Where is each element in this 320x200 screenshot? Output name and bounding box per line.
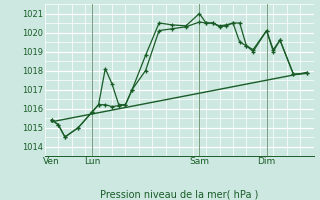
Text: Ven: Ven	[43, 157, 60, 166]
Text: Lun: Lun	[84, 157, 100, 166]
Text: Sam: Sam	[189, 157, 209, 166]
Text: Pression niveau de la mer( hPa ): Pression niveau de la mer( hPa )	[100, 189, 258, 199]
Text: Dim: Dim	[257, 157, 276, 166]
